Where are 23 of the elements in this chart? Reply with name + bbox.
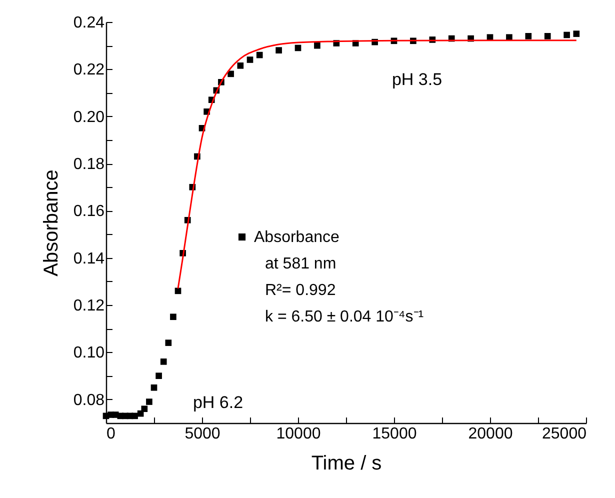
y-tick-label: 0.16 [73, 203, 105, 220]
y-tick-label: 0.20 [73, 108, 105, 126]
x-tick-label: 10000 [276, 426, 321, 442]
annotation: at 581 nm [265, 256, 336, 272]
y-tick-label: 0.22 [73, 62, 105, 79]
x-tick-label: 20000 [468, 426, 513, 442]
y-tick-label: 0.18 [73, 156, 105, 174]
y-tick-label: 0.14 [73, 250, 105, 268]
x-tick-label: 5000 [184, 426, 220, 442]
annotation: pH 3.5 [392, 70, 442, 89]
x-tick-label: 0 [106, 426, 116, 442]
x-axis-title: Time / s [311, 452, 382, 474]
x-tick-label: 25000 [542, 426, 587, 442]
y-tick-label: 0.24 [73, 14, 105, 32]
x-tick-label: 15000 [372, 426, 417, 442]
annotation: R²= 0.992 [265, 282, 336, 299]
annotation: k = 6.50 ± 0.04 10⁻⁴s⁻¹ [265, 308, 424, 326]
text: 0.08 [73, 392, 104, 409]
y-axis-title: Absorbance [40, 170, 62, 276]
annotation: pH 6.2 [192, 393, 244, 412]
y-tick-label: 0.10 [73, 344, 105, 362]
legend-label: Absorbance [254, 229, 340, 246]
y-tick-label: 0.12 [73, 298, 105, 315]
